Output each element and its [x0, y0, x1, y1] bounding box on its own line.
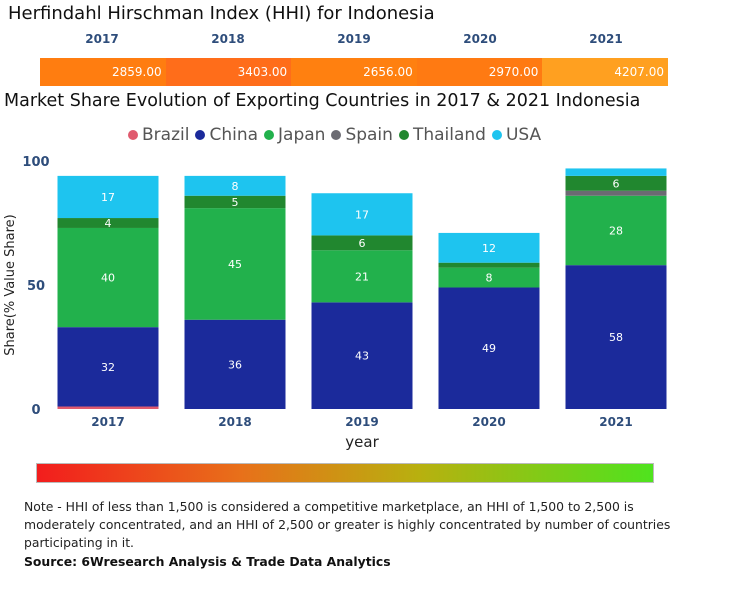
x-tick-label: 2021: [599, 415, 632, 429]
x-tick-label: 2018: [218, 415, 251, 429]
data-label: 5: [232, 196, 239, 209]
legend-item-china[interactable]: China: [195, 125, 258, 145]
bar-segment-japan: [311, 250, 413, 303]
legend-swatch: [128, 130, 138, 140]
bar-segment-usa: [184, 175, 286, 196]
bar-segment-china: [438, 287, 540, 409]
chart-title: Market Share Evolution of Exporting Coun…: [4, 91, 641, 111]
x-tick-label: 2019: [345, 415, 378, 429]
x-axis-title: year: [345, 433, 379, 451]
data-label: 8: [486, 272, 493, 285]
hhi-value-cell: 4207.00: [542, 58, 668, 86]
legend-label: Japan: [278, 125, 326, 145]
stacked-bar-chart: 0 50 100 Share(% Value Share) 32 40 4 17 2017 36 4…: [3, 155, 667, 451]
hhi-value-band: 2859.00 3403.00 2656.00 2970.00 4207.00: [40, 58, 668, 86]
bar-segment-spain: [565, 190, 667, 196]
legend-item-thailand[interactable]: Thailand: [398, 125, 486, 145]
hhi-year-label: 2020: [463, 32, 497, 46]
data-label: 43: [355, 350, 369, 363]
bar-segment-china: [311, 302, 413, 409]
legend-swatch: [491, 130, 502, 140]
data-label: 21: [355, 270, 369, 283]
bar-segment-brazil: [57, 406, 159, 409]
chart-legend: Brazil China Japan Spain Thailand USA: [128, 124, 547, 146]
data-label: 40: [101, 272, 115, 285]
data-label: 36: [228, 358, 242, 371]
bar-segment-usa: [565, 168, 667, 176]
bar-segment-japan: [565, 195, 667, 266]
y-axis-title: Share(% Value Share): [3, 214, 18, 356]
data-label: 58: [609, 331, 623, 344]
y-tick-label: 0: [31, 403, 40, 418]
data-label: 12: [482, 242, 496, 255]
legend-item-usa[interactable]: USA: [491, 125, 542, 145]
bar-segment-thailand: [184, 195, 286, 209]
legend-label: Spain: [345, 125, 393, 145]
data-label: 17: [355, 208, 369, 221]
x-tick-label: 2017: [91, 415, 124, 429]
hhi-color-scale: [36, 463, 654, 483]
legend-swatch: [264, 130, 275, 140]
bar-segment-china: [57, 327, 159, 407]
legend-item-brazil[interactable]: Brazil: [128, 125, 189, 145]
legend-swatch: [398, 130, 409, 140]
legend-swatch: [195, 130, 206, 140]
hhi-value-cell: 2859.00: [40, 58, 166, 86]
hhi-value-cell: 2656.00: [291, 58, 417, 86]
data-label: 6: [359, 237, 366, 250]
legend-item-spain[interactable]: Spain: [331, 125, 393, 145]
bar-segment-thailand: [311, 235, 413, 251]
bar-segment-usa: [438, 232, 540, 263]
y-tick-label: 50: [27, 279, 45, 294]
data-label: 32: [101, 361, 115, 374]
bar-segment-japan: [57, 227, 159, 328]
legend-swatch: [331, 130, 342, 140]
bar-segment-china: [184, 319, 286, 409]
legend-label: Thailand: [412, 125, 486, 145]
bar-segment-thailand: [438, 262, 540, 268]
bar-segment-usa: [57, 175, 159, 219]
legend-item-japan[interactable]: Japan: [264, 125, 325, 145]
hhi-year-label: 2018: [211, 32, 245, 46]
source-credit: Source: 6Wresearch Analysis & Trade Data…: [24, 554, 391, 569]
hhi-year-label: 2021: [589, 32, 623, 46]
hhi-value-cell: 2970.00: [416, 58, 543, 86]
data-label: 6: [613, 177, 620, 190]
x-tick-label: 2020: [472, 415, 505, 429]
y-tick-label: 100: [22, 155, 49, 170]
legend-label: China: [209, 125, 259, 145]
bar-segment-japan: [438, 267, 540, 288]
data-label: 4: [105, 217, 112, 230]
hhi-title: Herfindahl Hirschman Index (HHI) for Ind…: [8, 3, 435, 24]
data-label: 28: [609, 224, 623, 237]
legend-label: USA: [505, 125, 542, 145]
hhi-year-row: 2017 2018 2019 2020 2021: [40, 32, 668, 50]
data-label: 17: [101, 191, 115, 204]
data-label: 8: [232, 180, 239, 193]
hhi-value-cell: 3403.00: [165, 58, 292, 86]
bar-segment-thailand: [57, 218, 159, 228]
bar-segment-japan: [184, 208, 286, 320]
hhi-year-label: 2017: [85, 32, 119, 46]
data-label: 49: [482, 342, 496, 355]
legend-label: Brazil: [142, 125, 190, 145]
bar-segment-usa: [311, 193, 413, 236]
bar-segment-china: [565, 265, 667, 409]
footnote: Note - HHI of less than 1,500 is conside…: [24, 499, 671, 550]
bar-segment-thailand: [565, 175, 667, 191]
hhi-year-label: 2019: [337, 32, 371, 46]
data-label: 45: [228, 258, 242, 271]
